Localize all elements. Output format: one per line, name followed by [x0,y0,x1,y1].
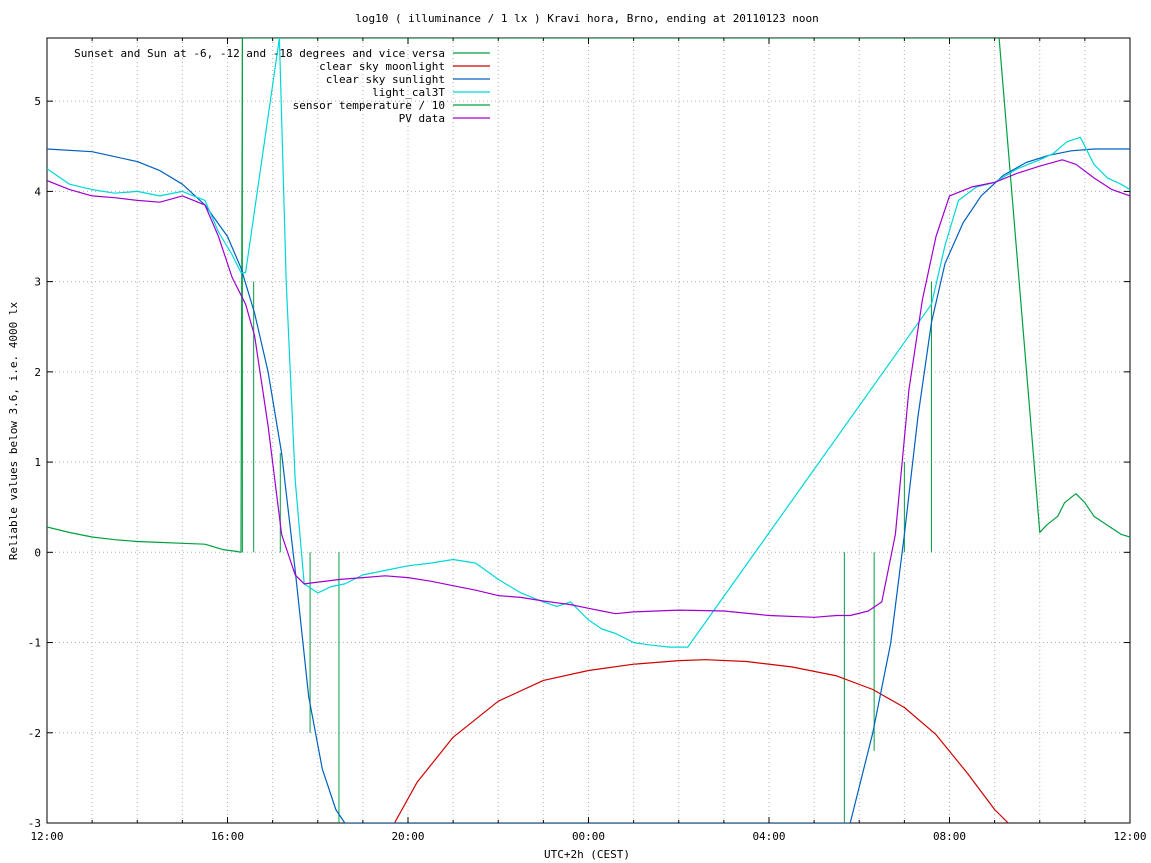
series-pv-data-line [47,159,1130,618]
x-tick-label: 20:00 [391,830,424,843]
legend-label: clear sky moonlight [319,60,445,73]
y-tick-label: 4 [34,185,41,198]
series-sensor-temperature-10 [47,38,1130,553]
x-tick-label: 04:00 [752,830,785,843]
x-axis-label: UTC+2h (CEST) [544,848,630,861]
chart-title: log10 ( illuminance / 1 lx ) Kravi hora,… [355,12,819,25]
series-sunset-and-sun-at-6-12-and-18-degrees-and-vice-versa [241,38,932,823]
series-light-cal3t [47,38,1130,648]
y-tick-label: -2 [28,727,41,740]
legend-label: light_cal3T [372,86,445,99]
series-sensor-temperature-10-line [47,38,1130,553]
y-tick-label: 5 [34,95,41,108]
x-tick-label: 16:00 [211,830,244,843]
x-tick-label: 12:00 [30,830,63,843]
series-layer [47,38,1130,823]
legend-label: clear sky sunlight [326,73,445,86]
series-pv-data [47,159,1130,618]
y-tick-label: 0 [34,546,41,559]
series-clear-sky-moonlight-line [393,659,1009,823]
grid [47,38,1130,823]
y-tick-label: 3 [34,276,41,289]
y-axis: -3 -2 -1 0 1 2 3 4 5 [28,95,1130,830]
legend-label: Sunset and Sun at -6, -12 and -18 degree… [74,47,445,60]
legend: Sunset and Sun at -6, -12 and -18 degree… [74,47,490,125]
y-tick-label: 1 [34,456,41,469]
plot-area: Sunset and Sun at -6, -12 and -18 degree… [46,37,1131,824]
x-tick-label: 00:00 [572,830,605,843]
y-tick-label: 2 [34,366,41,379]
legend-label: PV data [399,112,445,125]
series-light-cal3t-line [47,38,1130,648]
x-tick-label: 08:00 [933,830,966,843]
x-tick-label: 12:00 [1113,830,1146,843]
y-axis-label: Reliable values below 3.6, i.e. 4000 lx [7,301,20,560]
legend-label: sensor temperature / 10 [293,99,445,112]
y-tick-label: -3 [28,817,41,830]
y-tick-label: -1 [28,637,41,650]
series-clear-sky-moonlight [393,659,1009,823]
x-axis: 12:00 16:00 20:00 00:00 04:00 08:00 12:00 [30,38,1147,843]
